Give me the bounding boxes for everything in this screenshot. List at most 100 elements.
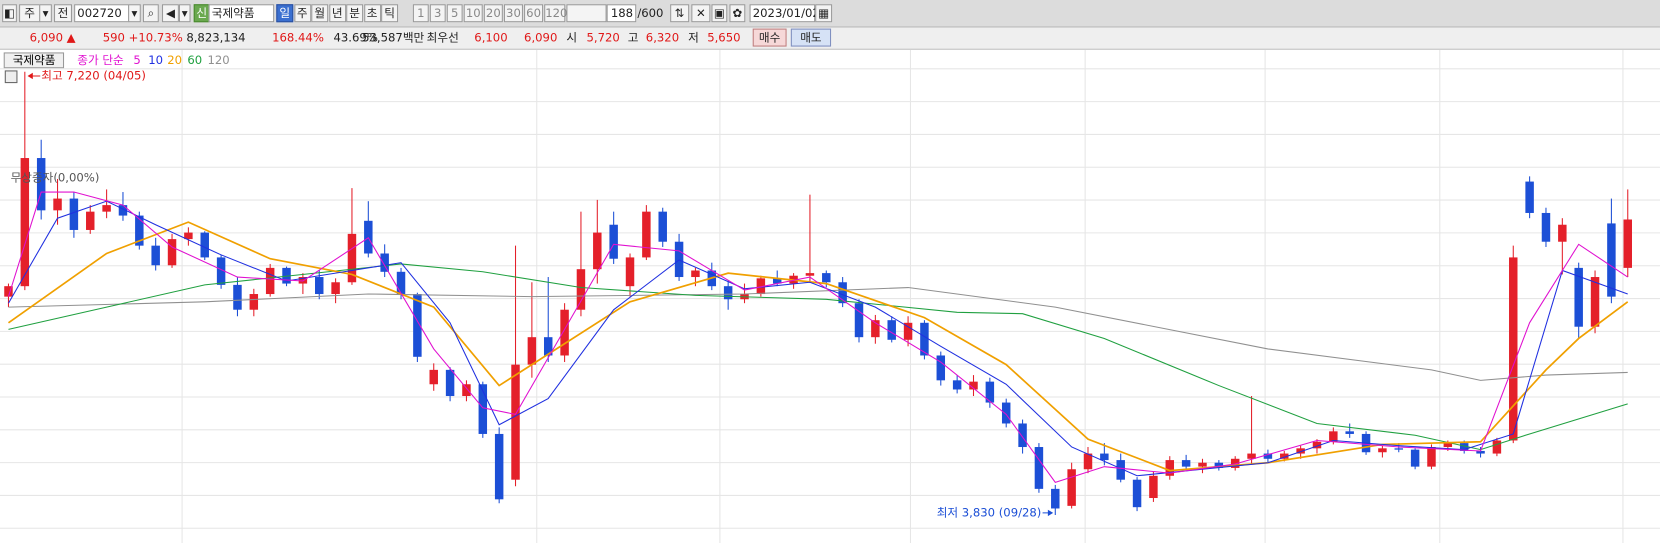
- code-input[interactable]: 002720: [74, 4, 130, 23]
- candle-body: [543, 337, 553, 356]
- candle-body: [1100, 453, 1109, 461]
- turnover: 168.44%: [272, 30, 324, 45]
- candle-body: [511, 364, 520, 480]
- period-button[interactable]: 분: [346, 4, 364, 23]
- candle-body: [887, 320, 896, 340]
- moving-average-line: [8, 263, 1628, 451]
- candle-body: [1181, 460, 1191, 467]
- interval-button[interactable]: 120: [544, 4, 567, 23]
- volume: 8,823,134: [186, 30, 246, 45]
- candle-body: [4, 286, 13, 297]
- dropdown-arrow[interactable]: ▾: [178, 4, 191, 23]
- candle-body: [1459, 443, 1469, 451]
- candle-body: [723, 286, 733, 300]
- candle-body: [609, 224, 618, 259]
- candle-body: [102, 205, 111, 212]
- candle-body: [69, 198, 79, 230]
- quote-bar: 6,090 ▲ 590 +10.73% 8,823,134 168.44% 43…: [0, 27, 1660, 50]
- candle-body: [118, 205, 128, 216]
- candle-body: [756, 278, 766, 295]
- interval-button[interactable]: 5: [446, 4, 463, 23]
- table-icon[interactable]: [4, 70, 18, 84]
- candle-body: [1410, 449, 1420, 467]
- count-total: /600: [637, 6, 664, 21]
- candle-body: [478, 384, 488, 434]
- count-input[interactable]: 188: [606, 4, 637, 23]
- open-label: 시: [566, 30, 578, 45]
- date-input[interactable]: 2023/01/02: [749, 4, 820, 23]
- candle-body: [462, 384, 471, 397]
- candle-body: [1132, 479, 1142, 508]
- candle-body: [936, 355, 946, 381]
- period-button[interactable]: 초: [363, 4, 381, 23]
- candle-body: [36, 158, 46, 211]
- candle-body: [1492, 440, 1502, 454]
- tool-button[interactable]: ✕: [691, 4, 711, 23]
- candle-body: [331, 282, 340, 295]
- candle-body: [920, 322, 929, 356]
- ratio: 43.69%: [333, 30, 378, 45]
- candle-body: [1001, 402, 1011, 424]
- candle-body: [396, 271, 406, 295]
- interval-button[interactable]: 10: [463, 4, 483, 23]
- blank-select[interactable]: [566, 4, 607, 23]
- candle-body: [1296, 448, 1305, 454]
- candle-body: [151, 245, 160, 266]
- candle-body: [298, 277, 308, 284]
- event-annotation: 무상증자(0,00%): [11, 170, 100, 184]
- interval-button[interactable]: 20: [483, 4, 503, 23]
- candle-body: [1116, 460, 1125, 480]
- candle-body: [1509, 257, 1518, 441]
- market-select[interactable]: 주: [19, 4, 41, 23]
- candle-body: [315, 277, 324, 295]
- candle-body: [903, 322, 913, 340]
- candle-body: [167, 239, 177, 266]
- save-button[interactable]: ▣: [711, 4, 728, 23]
- toolbar: ◧ 주 ▾ 전 002720 ▾ ⌕ ◀ ▾ 신 국제약품 188 /600 ⇅…: [0, 0, 1660, 28]
- name-input[interactable]: 국제약품: [208, 4, 275, 23]
- buy-button[interactable]: 매수: [752, 28, 787, 47]
- price: 6,090 ▲: [29, 30, 76, 45]
- dropdown-arrow[interactable]: ▾: [128, 4, 141, 23]
- settings-button[interactable]: ✿: [729, 4, 746, 23]
- interval-button[interactable]: 1: [412, 4, 429, 23]
- candle-body: [1427, 447, 1436, 467]
- open: 5,720: [586, 30, 620, 45]
- amount: 53,587백만: [362, 30, 425, 45]
- sell-button[interactable]: 매도: [790, 28, 832, 47]
- best-ask: 6,100: [474, 30, 508, 45]
- candle-body: [674, 241, 684, 278]
- candle-body: [347, 233, 357, 283]
- high-annotation: 최고 7,220 (04/05): [41, 68, 146, 82]
- best-label: 최우선: [426, 30, 459, 45]
- tool-button[interactable]: ⇅: [670, 4, 690, 23]
- candle-body: [838, 282, 847, 304]
- interval-button[interactable]: 60: [524, 4, 544, 23]
- change: 590 +10.73%: [102, 30, 183, 45]
- calendar-button[interactable]: ▦: [815, 4, 833, 23]
- scope-button[interactable]: 전: [53, 4, 72, 23]
- legend-box[interactable]: [3, 52, 65, 69]
- period-button[interactable]: 틱: [381, 4, 399, 23]
- candle-body: [380, 253, 389, 272]
- candle-body: [1067, 469, 1076, 506]
- sound-button[interactable]: ◀: [161, 4, 179, 23]
- candle-body: [1378, 448, 1387, 453]
- moving-average-line: [7, 221, 1629, 472]
- candle-body: [1214, 462, 1224, 468]
- candle-body: [53, 198, 62, 211]
- interval-button[interactable]: 3: [429, 4, 446, 23]
- panel-icon[interactable]: ◧: [2, 4, 17, 23]
- search-button[interactable]: ⌕: [142, 4, 159, 23]
- dropdown-arrow[interactable]: ▾: [39, 4, 52, 23]
- interval-button[interactable]: 30: [503, 4, 523, 23]
- candle-body: [969, 381, 978, 390]
- period-button[interactable]: 주: [293, 4, 311, 23]
- candle-body: [642, 211, 651, 258]
- legend-entry: 120: [207, 53, 229, 67]
- candle-body: [233, 284, 242, 310]
- period-button[interactable]: 일: [276, 4, 294, 23]
- candle-body: [1623, 219, 1632, 268]
- period-button[interactable]: 년: [328, 4, 346, 23]
- period-button[interactable]: 월: [311, 4, 329, 23]
